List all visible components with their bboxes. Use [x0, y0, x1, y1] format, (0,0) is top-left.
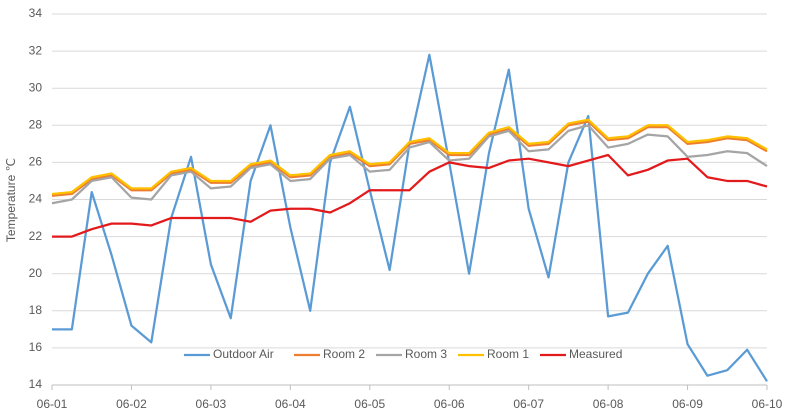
- x-tick-label: 06-09: [672, 397, 703, 411]
- y-tick-label: 14: [29, 377, 43, 391]
- x-tick-label: 06-05: [354, 397, 385, 411]
- series-line: [52, 153, 768, 238]
- y-tick-label: 34: [29, 6, 43, 20]
- x-tick-label: 06-07: [513, 397, 544, 411]
- legend-label: Room 3: [405, 347, 447, 361]
- y-tick-label: 28: [29, 117, 43, 131]
- y-tick-label: 30: [29, 80, 43, 94]
- y-tick-label: 26: [29, 155, 43, 169]
- series-line: [52, 53, 768, 382]
- y-tick-label: 32: [29, 43, 43, 57]
- y-tick-label: 18: [29, 303, 43, 317]
- y-tick-label: 20: [29, 266, 43, 280]
- y-tick-label: 22: [29, 229, 43, 243]
- y-axis-title: Temperature ℃: [4, 158, 18, 242]
- x-tick-label: 06-10: [752, 397, 783, 411]
- series-line: [51, 118, 768, 196]
- legend-label: Measured: [569, 347, 622, 361]
- legend-label: Room 2: [323, 347, 365, 361]
- x-tick-label: 06-08: [593, 397, 624, 411]
- series-line: [51, 124, 768, 205]
- x-tick-label: 06-01: [37, 397, 68, 411]
- x-tick-label: 06-04: [275, 397, 306, 411]
- x-tick-label: 06-06: [434, 397, 465, 411]
- series-line: [51, 120, 768, 197]
- x-tick-label: 06-03: [196, 397, 227, 411]
- legend-label: Room 1: [487, 347, 529, 361]
- legend-label: Outdoor Air: [213, 347, 274, 361]
- x-tick-label: 06-02: [116, 397, 147, 411]
- y-tick-label: 16: [29, 340, 43, 354]
- y-tick-label: 24: [29, 192, 43, 206]
